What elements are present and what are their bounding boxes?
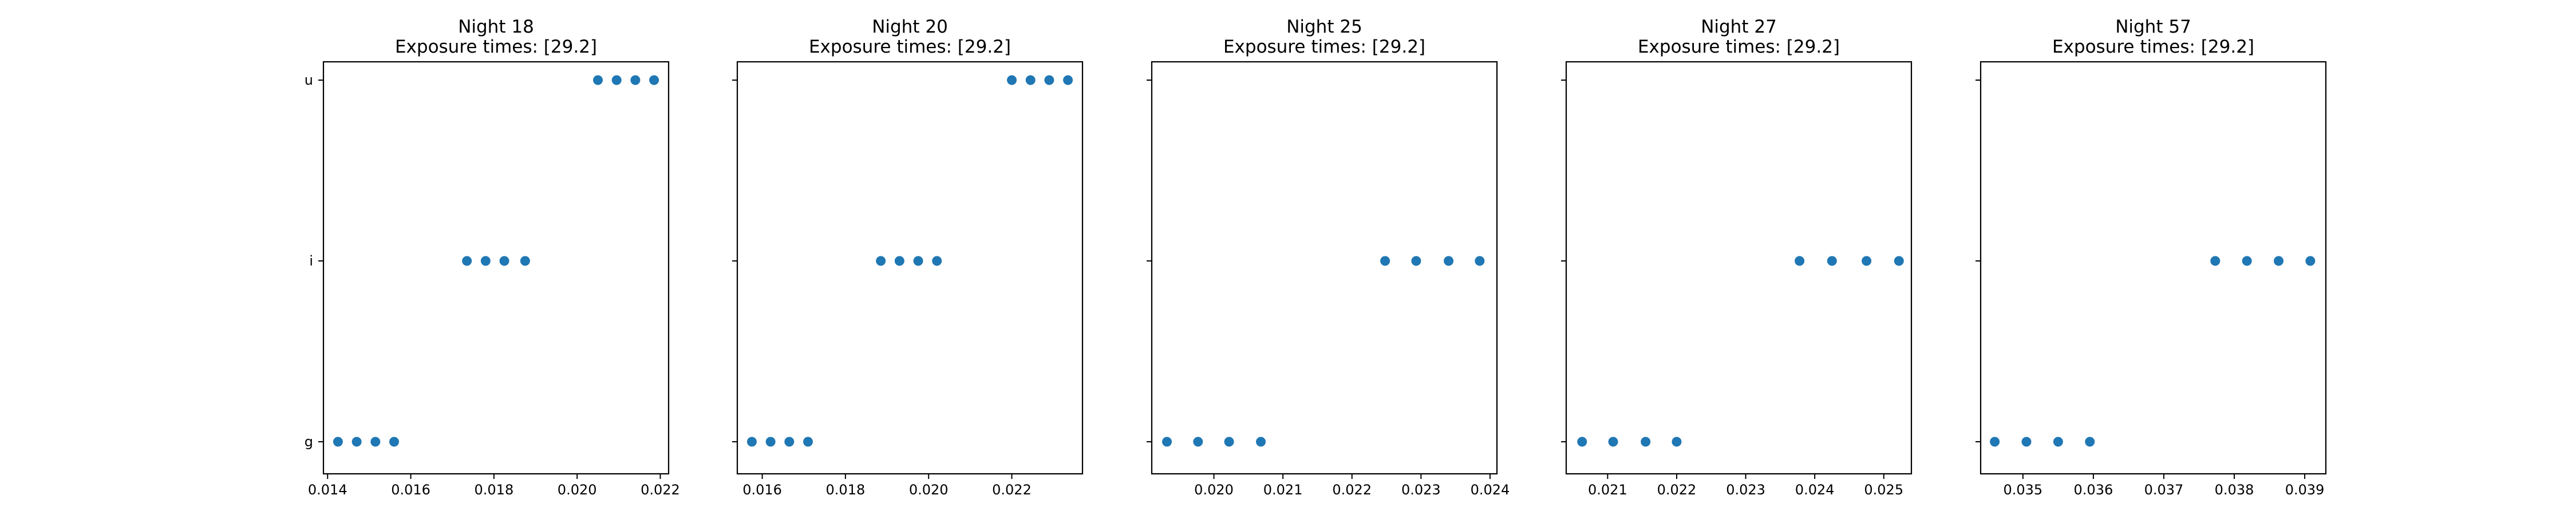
x-tick-label: 0.021 — [1263, 482, 1303, 498]
x-tick-label: 0.022 — [992, 482, 1032, 498]
panel-subtitle: Exposure times: [29.2] — [809, 37, 1011, 57]
panel-title: Night 25 — [1286, 17, 1362, 37]
x-tick-label: 0.022 — [641, 482, 680, 498]
data-point — [630, 75, 641, 85]
x-tick-label: 0.035 — [2003, 482, 2042, 498]
x-tick-label: 0.020 — [558, 482, 597, 498]
x-tick-label: 0.020 — [909, 482, 949, 498]
y-tick-label: g — [305, 434, 313, 450]
x-tick-label: 0.036 — [2074, 482, 2113, 498]
x-tick-label: 0.025 — [1864, 482, 1903, 498]
data-point — [784, 437, 795, 447]
data-point — [2274, 256, 2284, 266]
data-point — [913, 256, 923, 266]
y-tick-label: i — [309, 253, 313, 269]
axes-frame — [1565, 61, 1913, 475]
data-point — [1577, 437, 1587, 447]
data-point — [1256, 437, 1266, 447]
data-point — [1063, 75, 1073, 85]
axes-frame — [1980, 61, 2327, 475]
data-point — [1044, 75, 1054, 85]
data-point — [1608, 437, 1618, 447]
data-point — [2053, 437, 2063, 447]
data-point — [894, 256, 904, 266]
data-point — [746, 437, 757, 447]
data-point — [1827, 256, 1837, 266]
panel-title: Night 27 — [1701, 17, 1777, 37]
x-tick-label: 0.038 — [2215, 482, 2254, 498]
data-point — [2305, 256, 2316, 266]
panel-subtitle: Exposure times: [29.2] — [395, 37, 597, 57]
panel-subtitle: Exposure times: [29.2] — [1638, 37, 1840, 57]
data-point — [876, 256, 886, 266]
x-tick-label: 0.022 — [1657, 482, 1697, 498]
data-point — [2021, 437, 2032, 447]
data-point — [1411, 256, 1421, 266]
x-tick-label: 0.037 — [2144, 482, 2184, 498]
data-point — [2242, 256, 2252, 266]
data-point — [1475, 256, 1485, 266]
data-point — [2210, 256, 2221, 266]
axes-frame — [1151, 61, 1498, 475]
data-point — [765, 437, 776, 447]
data-point — [389, 437, 400, 447]
data-point — [1224, 437, 1234, 447]
x-tick-label: 0.018 — [826, 482, 866, 498]
x-tick-label: 0.018 — [475, 482, 514, 498]
data-point — [803, 437, 813, 447]
x-tick-label: 0.021 — [1588, 482, 1627, 498]
data-point — [592, 75, 603, 85]
data-point — [351, 437, 362, 447]
data-point — [1894, 256, 1904, 266]
panel-subtitle: Exposure times: [29.2] — [2052, 37, 2254, 57]
data-point — [333, 437, 343, 447]
x-tick-label: 0.024 — [1795, 482, 1835, 498]
axes-frame — [736, 61, 1084, 475]
data-point — [1444, 256, 1454, 266]
data-point — [1162, 437, 1172, 447]
panel-title: Night 57 — [2115, 17, 2191, 37]
data-point — [1193, 437, 1203, 447]
data-point — [649, 75, 659, 85]
data-point — [1862, 256, 1872, 266]
data-point — [1795, 256, 1805, 266]
data-point — [480, 256, 491, 266]
data-point — [1641, 437, 1651, 447]
x-tick-label: 0.014 — [308, 482, 347, 498]
axes-frame — [322, 61, 670, 475]
data-point — [1025, 75, 1036, 85]
x-tick-label: 0.022 — [1332, 482, 1372, 498]
data-point — [462, 256, 472, 266]
panel-title: Night 18 — [458, 17, 534, 37]
data-point — [1672, 437, 1682, 447]
data-point — [611, 75, 622, 85]
y-tick-label: u — [305, 72, 313, 88]
panel-title: Night 20 — [872, 17, 948, 37]
x-tick-label: 0.020 — [1194, 482, 1234, 498]
panel-subtitle: Exposure times: [29.2] — [1223, 37, 1425, 57]
data-point — [370, 437, 381, 447]
data-point — [499, 256, 509, 266]
data-point — [2085, 437, 2095, 447]
x-tick-label: 0.024 — [1471, 482, 1510, 498]
x-tick-label: 0.023 — [1726, 482, 1765, 498]
x-tick-label: 0.023 — [1401, 482, 1441, 498]
x-tick-label: 0.016 — [391, 482, 430, 498]
data-point — [1006, 75, 1017, 85]
data-point — [520, 256, 530, 266]
x-tick-label: 0.016 — [742, 482, 782, 498]
data-point — [932, 256, 942, 266]
data-point — [1990, 437, 2000, 447]
data-point — [1380, 256, 1390, 266]
x-tick-label: 0.039 — [2285, 482, 2325, 498]
